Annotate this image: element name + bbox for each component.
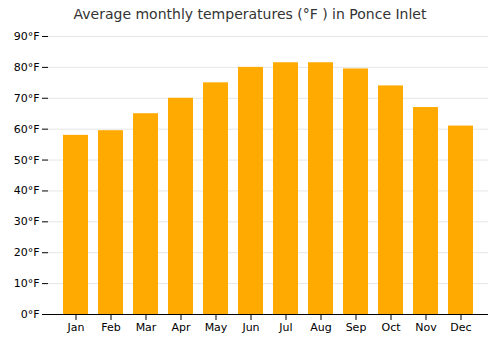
svg-text:Dec: Dec: [450, 321, 471, 334]
svg-text:90°F: 90°F: [14, 30, 40, 43]
svg-text:40°F: 40°F: [14, 184, 40, 197]
svg-text:50°F: 50°F: [14, 154, 40, 167]
svg-text:60°F: 60°F: [14, 123, 40, 136]
svg-text:Aug: Aug: [310, 321, 331, 334]
svg-text:Jun: Jun: [241, 321, 259, 334]
svg-text:80°F: 80°F: [14, 61, 40, 74]
svg-text:Sep: Sep: [346, 321, 367, 334]
svg-text:May: May: [205, 321, 228, 334]
svg-text:Jul: Jul: [278, 321, 292, 334]
svg-text:Feb: Feb: [101, 321, 120, 334]
svg-text:Apr: Apr: [171, 321, 191, 334]
svg-text:30°F: 30°F: [14, 215, 40, 228]
svg-text:Jan: Jan: [67, 321, 85, 334]
svg-text:70°F: 70°F: [14, 92, 40, 105]
svg-text:Oct: Oct: [381, 321, 401, 334]
svg-text:Mar: Mar: [136, 321, 157, 334]
svg-text:Nov: Nov: [415, 321, 437, 334]
html-text:Average monthly temperatures (: Average monthly temperatures (°F ) in Po…: [73, 6, 427, 22]
svg-text:20°F: 20°F: [14, 246, 40, 259]
svg-text:0°F: 0°F: [21, 308, 40, 321]
svg-text:10°F: 10°F: [14, 277, 40, 290]
